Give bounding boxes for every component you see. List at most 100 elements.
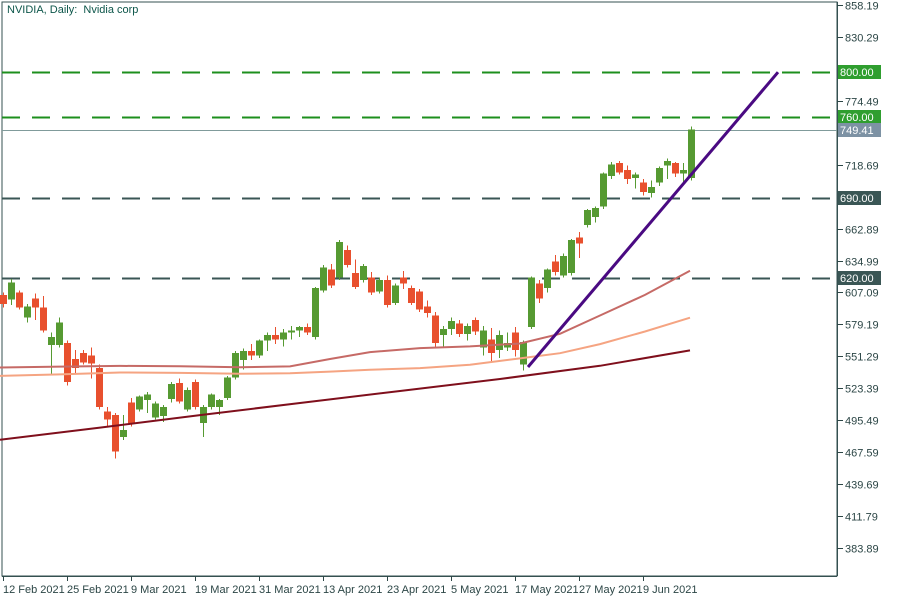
candle [584,208,591,228]
candle-body [352,273,359,287]
candle-body [560,255,567,276]
candle [296,325,303,338]
candle [400,270,407,290]
candle-body [80,353,87,363]
candle [328,263,335,288]
fast-ma-salmon[interactable] [0,316,691,377]
candle [184,387,191,412]
price-badge-rect [838,271,881,285]
candle [416,289,423,313]
candle-body [520,341,527,365]
price-badge-749.41: 749.41 [838,123,881,137]
trendline[interactable] [526,71,780,368]
candle [112,412,119,459]
candle [56,317,63,348]
price-tick-label: 774.49 [845,97,879,109]
price-badge-rect [838,65,881,79]
price-badge-rect [838,191,881,205]
time-tick-label: 13 Apr 2021 [323,584,382,596]
candle [392,283,399,306]
price-tick-label: 551.29 [845,352,879,364]
candle-body [312,287,319,338]
candle [456,320,463,338]
candle [360,263,367,283]
candle-body [40,307,47,331]
candle [368,271,375,295]
price-badge-620.00: 620.00 [838,271,881,285]
candle [648,180,655,198]
slow-ma-dark-red[interactable] [0,349,691,441]
candle [144,392,151,413]
candle [152,401,159,420]
candle [448,317,455,335]
candle [576,231,583,259]
candle [664,158,671,180]
candle [264,332,271,351]
candle [672,162,679,177]
candle-body [376,279,383,292]
candle [32,293,39,321]
candle-body [216,400,223,408]
price-tick-label: 523.39 [845,384,879,396]
candle [48,332,55,375]
time-tick-label: 12 Feb 2021 [3,584,65,596]
plot-border [1,1,838,577]
candle-body [192,381,199,408]
price-badge-label: 749.41 [840,125,874,137]
candle-body [304,326,311,333]
candle [568,238,575,276]
price-tick-label: 718.69 [845,161,879,173]
price-tick-label: 411.79 [845,512,878,524]
candle-body [168,384,175,400]
price-axis[interactable]: 858.19 830.29 774.49 718.69 662.89 634.99 607.… [837,1,881,577]
candle-body [88,355,95,364]
candle [552,254,559,276]
candle-body [328,269,335,286]
candle [656,166,663,187]
candle-body [624,170,631,180]
candle [464,323,471,341]
price-tick-label: 467.59 [845,448,879,460]
price-tick-label: 858.19 [845,1,879,13]
candle [280,329,287,347]
candle-body [112,415,119,452]
candle [640,179,647,196]
candle [208,393,215,410]
candle-body [256,340,263,356]
candle-body [232,353,239,378]
candle [512,326,519,357]
candle-body [24,306,31,318]
price-tick-label: 495.49 [845,416,879,428]
candle-body [480,330,487,348]
candle-body [160,407,167,417]
candle-body [416,291,423,310]
candles-group [0,126,695,459]
price-badge-rect [838,110,881,124]
candle-body [672,163,679,174]
price-badge-rect [838,123,881,137]
time-tick-label: 9 Mar 2021 [131,584,187,596]
candle [608,162,615,180]
candle [192,379,199,410]
price-badge-label: 760.00 [840,112,874,124]
candle [64,340,71,386]
time-axis[interactable]: 12 Feb 2021 25 Feb 2021 9 Mar 2021 19 Mar 2… [2,576,837,596]
candle-body [336,242,343,278]
candle-body [456,323,463,334]
candle [408,285,415,306]
candle [24,304,31,323]
candle-body [440,329,447,335]
price-tick-label: 607.09 [845,288,879,300]
candle-body [136,396,143,410]
candle [104,407,111,427]
candle-body [120,429,127,437]
medium-ma-rose[interactable] [0,269,691,369]
candle-body [272,334,279,340]
candle-body [688,129,695,179]
candle-body [608,164,615,176]
candle [688,126,695,181]
time-tick-label: 5 May 2021 [451,584,508,596]
candle-body [528,277,535,327]
